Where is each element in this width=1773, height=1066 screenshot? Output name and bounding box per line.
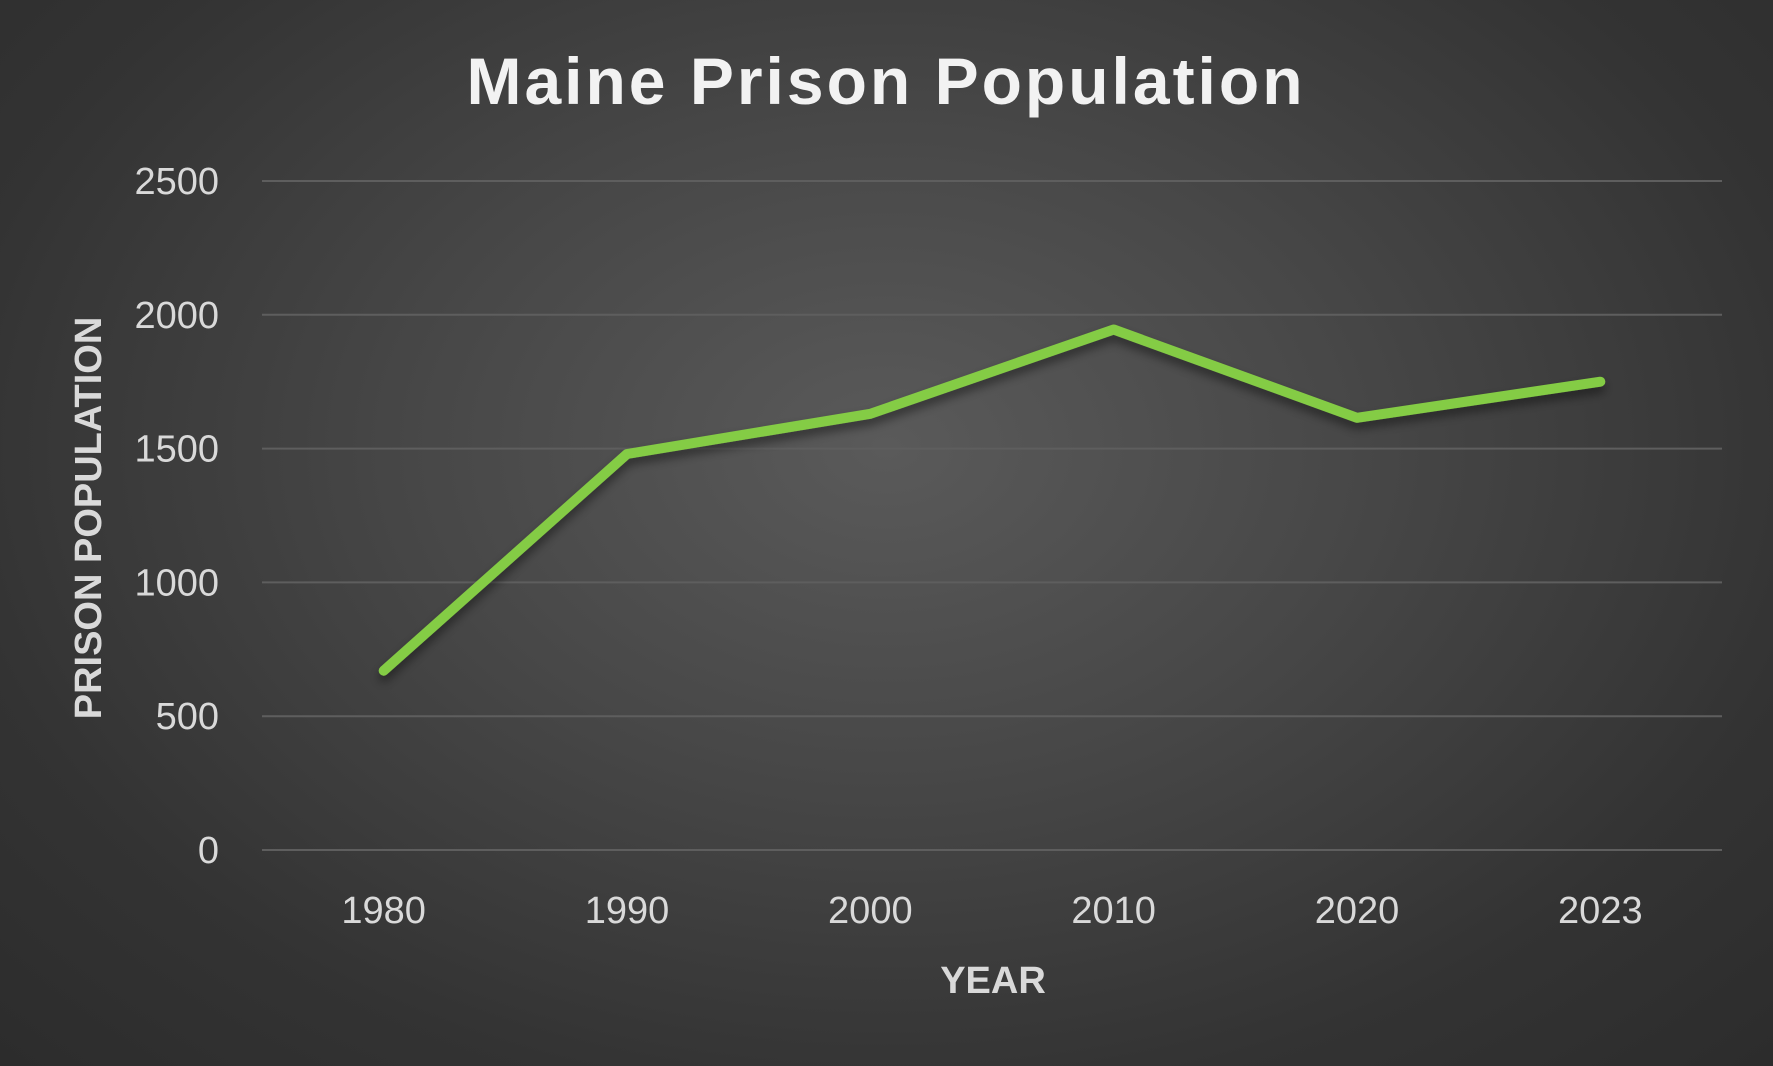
- x-tick-label: 2023: [1558, 890, 1643, 932]
- y-tick-label: 2000: [134, 295, 219, 337]
- y-tick-label: 1500: [134, 429, 219, 471]
- x-tick-label: 2000: [828, 890, 913, 932]
- y-tick-label: 500: [156, 696, 219, 738]
- series-line: [378, 324, 1606, 676]
- y-tick-label: 0: [198, 830, 219, 872]
- x-axis-ticks: 1980 1990 2000 2010 2020 2023: [341, 890, 1642, 932]
- gridlines: [262, 180, 1722, 851]
- y-tick-label: 1000: [134, 562, 219, 604]
- x-axis-label: YEAR: [940, 960, 1046, 1002]
- series-group: [378, 324, 1606, 676]
- y-axis-label: PRISON POPULATION: [68, 317, 110, 720]
- x-tick-label: 1990: [585, 890, 670, 932]
- y-axis-ticks: 0 500 1000 1500 2000 2500: [134, 161, 219, 872]
- x-tick-label: 2010: [1071, 890, 1156, 932]
- y-tick-label: 2500: [134, 161, 219, 203]
- x-tick-label: 1980: [341, 890, 426, 932]
- chart-title: Maine Prison Population: [466, 44, 1305, 118]
- x-tick-label: 2020: [1315, 890, 1400, 932]
